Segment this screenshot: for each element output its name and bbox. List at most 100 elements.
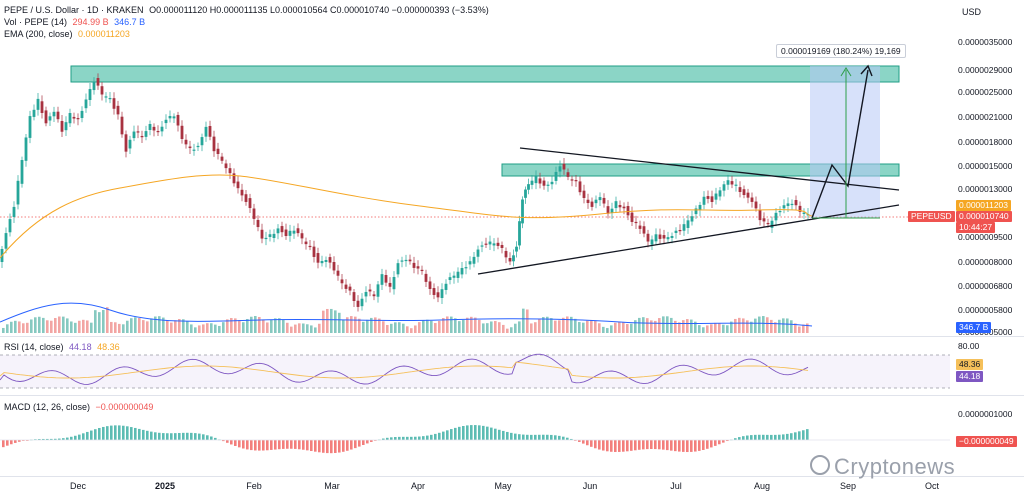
candle-body: [16, 180, 20, 205]
volume-bar: [794, 323, 797, 333]
volume-bar: [798, 326, 801, 333]
candle-body: [216, 148, 220, 155]
volume-bar: [462, 319, 465, 333]
macd-histogram-bar: [562, 436, 565, 440]
projection-label[interactable]: 0.000019169 (180.24%) 19,169: [776, 44, 906, 58]
macd-histogram-bar: [74, 435, 77, 440]
macd-histogram-bar: [750, 435, 753, 440]
volume-bar: [142, 320, 145, 333]
volume-bar: [790, 320, 793, 333]
currency-label[interactable]: USD: [962, 7, 982, 17]
rsi-legend[interactable]: RSI (14, close) 44.18 48.36: [4, 341, 120, 353]
candle-body: [590, 201, 594, 207]
volume-bar: [542, 317, 545, 333]
candle-body: [782, 205, 786, 209]
time-axis-label: Oct: [924, 481, 940, 491]
candle-body: [682, 224, 686, 231]
macd-histogram-bar: [658, 440, 661, 450]
candle-body: [530, 180, 534, 185]
macd-histogram-bar: [170, 433, 173, 440]
volume-bar: [758, 316, 761, 333]
macd-histogram-bar: [806, 429, 809, 440]
candle-body: [582, 190, 586, 198]
volume-bar: [66, 318, 69, 333]
pane-separator[interactable]: [0, 395, 1024, 396]
projected-path: [811, 69, 869, 219]
macd-histogram-bar: [386, 437, 389, 440]
macd-histogram-bar: [14, 440, 17, 443]
macd-histogram-bar: [410, 436, 413, 440]
macd-histogram-bar: [538, 434, 541, 440]
macd-histogram-bar: [166, 433, 169, 440]
macd-histogram-bar: [426, 435, 429, 440]
candle-body: [456, 271, 460, 278]
volume-bar: [458, 321, 461, 333]
volume-bar: [606, 328, 609, 333]
macd-histogram-bar: [338, 440, 341, 453]
volume-bar: [626, 323, 629, 333]
candle-body: [392, 276, 396, 290]
volume-legend[interactable]: Vol · PEPE (14) 294.99 B 346.7 B: [4, 16, 489, 28]
volume-bar: [266, 322, 269, 333]
volume-bar: [358, 318, 361, 333]
ema-price-tag: 0.000011203: [956, 200, 1012, 211]
candle-body: [352, 292, 356, 301]
macd-histogram-bar: [610, 440, 613, 452]
pane-separator[interactable]: [0, 336, 1024, 337]
candle-body: [702, 196, 706, 205]
volume-bar: [658, 318, 661, 333]
candle-body: [726, 180, 730, 185]
candle-body: [376, 284, 380, 297]
volume-bar: [262, 319, 265, 333]
volume-bar: [82, 319, 85, 333]
macd-histogram-bar: [318, 440, 321, 453]
candle-body: [622, 206, 626, 209]
volume-bar: [490, 321, 493, 333]
volume-bar: [398, 322, 401, 333]
ema-legend[interactable]: EMA (200, close) 0.000011203: [4, 28, 489, 40]
candle-body: [172, 116, 176, 119]
macd-histogram-bar: [190, 432, 193, 440]
countdown-tag: 10:44:27: [956, 222, 996, 233]
macd-histogram-bar: [442, 431, 445, 440]
time-axis-label: May: [494, 481, 512, 491]
macd-histogram-bar: [186, 432, 189, 440]
macd-histogram-bar: [694, 440, 697, 452]
macd-histogram-bar: [298, 440, 301, 450]
candle-body: [52, 111, 56, 117]
candle-body: [316, 253, 320, 263]
rsi-ma-tag: 48.36: [956, 359, 984, 370]
volume-bar: [282, 319, 285, 333]
volume-bar: [58, 316, 61, 333]
volume-bar: [378, 318, 381, 333]
candle-body: [256, 219, 260, 228]
macd-histogram-bar: [374, 440, 377, 441]
candle-body: [80, 110, 84, 119]
macd-histogram-bar: [258, 440, 261, 451]
macd-histogram-bar: [502, 430, 505, 440]
macd-legend[interactable]: MACD (12, 26, close) −0.000000049: [4, 401, 153, 413]
candle-body: [694, 208, 698, 215]
volume-bar: [274, 318, 277, 333]
volume-bar: [686, 319, 689, 333]
symbol-ohlc-line[interactable]: PEPE / U.S. Dollar · 1D · KRAKEN O0.0000…: [4, 4, 489, 16]
macd-histogram-bar: [274, 440, 277, 450]
candle-body: [168, 116, 172, 119]
macd-histogram-bar: [742, 436, 745, 440]
volume-bar: [34, 317, 37, 333]
candle-body: [778, 210, 782, 213]
volume-bar: [46, 320, 49, 333]
candle-body: [754, 201, 758, 209]
macd-histogram-bar: [238, 440, 241, 448]
macd-histogram-bar: [466, 425, 469, 440]
candle-body: [344, 284, 348, 289]
price-axis-label: 0.0000029000: [958, 65, 1013, 75]
candle-body: [284, 229, 288, 236]
candle-body: [336, 270, 340, 276]
macd-histogram-bar: [774, 434, 777, 440]
volume-bar: [166, 320, 169, 333]
time-axis-label: Aug: [753, 481, 771, 491]
volume-bar: [350, 316, 353, 333]
volume-bar: [310, 325, 313, 333]
